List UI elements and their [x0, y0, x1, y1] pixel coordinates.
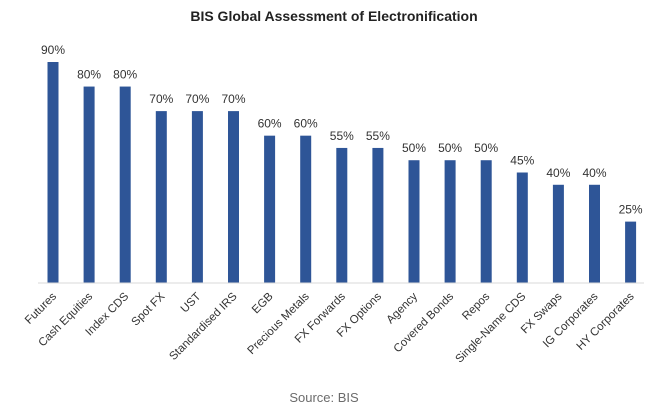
data-label-repos: 50% [474, 141, 498, 155]
bar-index-cds [119, 86, 131, 283]
data-label-fx-options: 55% [366, 129, 390, 143]
chart-title: BIS Global Assessment of Electronificati… [190, 8, 477, 24]
data-label-ust: 70% [185, 92, 209, 106]
data-label-agency: 50% [402, 141, 426, 155]
x-tick-label-futures: Futures [23, 290, 59, 326]
x-tick-label-precious-metals: Precious Metals [245, 290, 312, 357]
bar-repos [480, 160, 492, 283]
bar-covered-bonds [444, 160, 456, 283]
data-label-precious-metals: 60% [294, 117, 318, 131]
data-label-fx-forwards: 55% [330, 129, 354, 143]
x-tick-label-standardised-irs: Standardised IRS [167, 290, 239, 362]
x-tick-label-spot-fx: Spot FX [130, 290, 168, 328]
bars-group [47, 62, 637, 283]
bar-standardised-irs [228, 111, 239, 283]
bar-fx-forwards [336, 147, 348, 283]
bar-cash-equities [83, 86, 95, 283]
x-tick-label-repos: Repos [460, 290, 492, 322]
data-label-fx-swaps: 40% [546, 166, 570, 180]
bar-ig-corporates [589, 184, 600, 283]
bar-agency [408, 160, 420, 283]
x-tick-label-single-name-cds: Single-Name CDS [454, 290, 529, 365]
bar-ust [191, 111, 203, 283]
data-label-cash-equities: 80% [77, 68, 101, 82]
x-tick-label-agency: Agency [385, 290, 421, 326]
bar-precious-metals [300, 135, 312, 283]
data-label-ig-corporates: 40% [582, 166, 606, 180]
data-label-single-name-cds: 45% [510, 154, 534, 168]
data-label-egb: 60% [258, 117, 282, 131]
data-labels-group: 90% 80% 80% 70% 70% 70% 60% 60% 55% 55% 50% 50% 50% 4… [41, 43, 643, 217]
source-note: Source: BIS [289, 390, 359, 405]
data-label-futures: 90% [41, 43, 65, 57]
data-label-covered-bonds: 50% [438, 141, 462, 155]
bar-futures [47, 62, 59, 283]
bar-spot-fx [155, 111, 167, 283]
x-tick-label-ust: UST [179, 291, 204, 316]
data-label-hy-corporates: 25% [619, 203, 643, 217]
data-label-spot-fx: 70% [149, 92, 173, 106]
bar-egb [264, 135, 276, 283]
data-label-index-cds: 80% [113, 68, 137, 82]
bar-fx-options [372, 147, 384, 283]
bar-fx-swaps [552, 184, 564, 283]
bar-single-name-cds [516, 172, 528, 283]
x-tick-label-egb: EGB [250, 290, 276, 316]
data-label-standardised-irs: 70% [221, 92, 245, 106]
bar-hy-corporates [625, 221, 637, 283]
